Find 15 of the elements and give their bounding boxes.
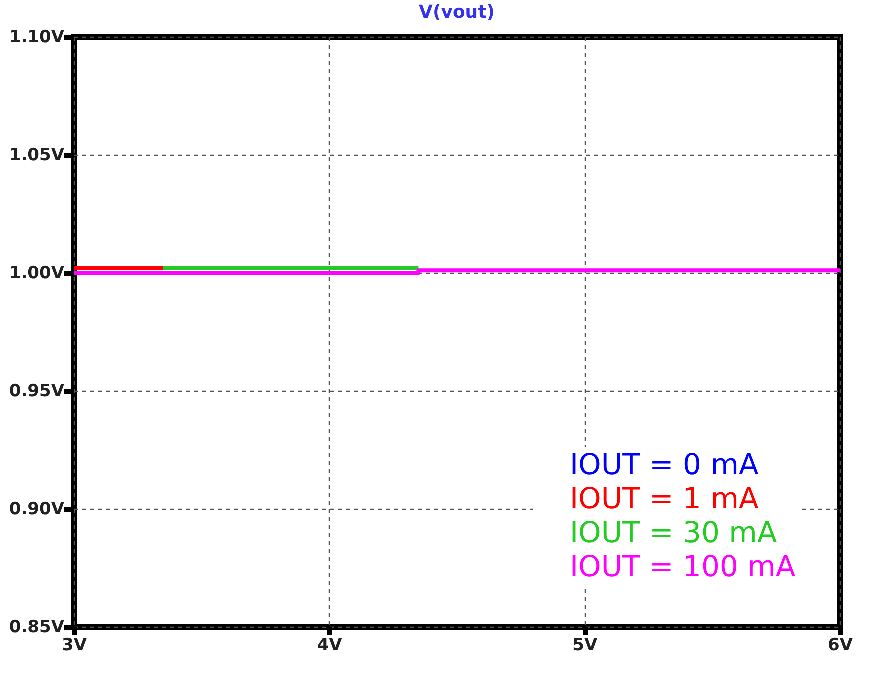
legend-label: IOUT = 0 mA [570,448,759,482]
x-tick-label: 5V [572,636,598,656]
text: IOUT = 1 mA [570,482,759,516]
y-tick-label: 0.85V [9,618,66,638]
y-tick-label: 0.95V [9,382,66,402]
chart-title: V(vout) [419,2,495,23]
x-tick-label: 6V [828,636,854,656]
y-tick-label: 1.10V [9,28,66,48]
y-tick-label: 0.90V [9,500,66,520]
text: IOUT = 30 mA [570,516,778,550]
x-tick-label: 4V [317,636,344,656]
x-tick-label: 3V [62,636,88,656]
y-tick-label: 1.05V [9,146,66,166]
text: IOUT = 100 mA [570,550,796,584]
y-tick-label: 1.00V [9,264,66,284]
